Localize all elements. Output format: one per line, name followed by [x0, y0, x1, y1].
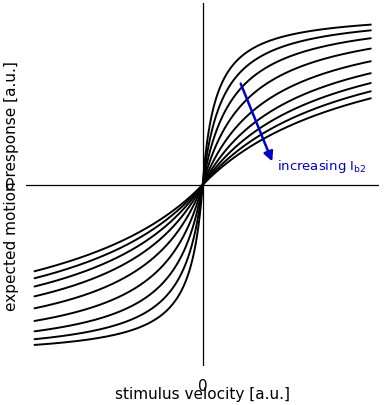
Text: 0: 0 — [5, 178, 14, 193]
X-axis label: stimulus velocity [a.u.]: stimulus velocity [a.u.] — [115, 386, 290, 401]
Y-axis label: expected motion response [a.u.]: expected motion response [a.u.] — [4, 61, 19, 310]
Text: 0: 0 — [198, 379, 208, 394]
Text: increasing I$_{\mathregular{b2}}$: increasing I$_{\mathregular{b2}}$ — [277, 158, 366, 175]
